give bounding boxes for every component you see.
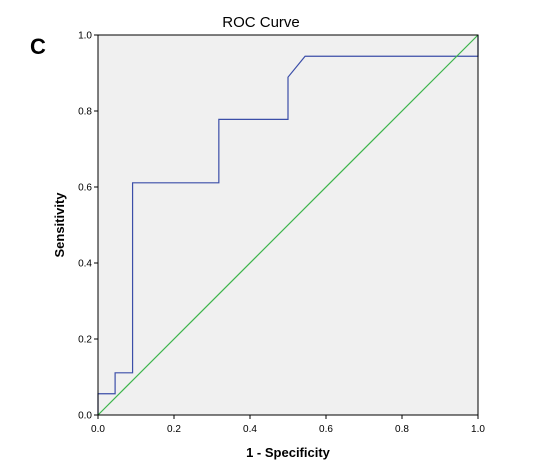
x-tick-label: 1.0 [471, 424, 485, 435]
x-tick-label: 0.6 [319, 424, 333, 435]
y-tick-label: 0.6 [78, 183, 92, 194]
y-tick-label: 0.8 [78, 107, 92, 118]
x-axis-ticks: 0.0 0.2 0.4 0.6 0.8 1.0 [91, 415, 485, 435]
y-axis-label: Sensitivity [52, 192, 67, 258]
series-layer [97, 34, 479, 416]
roc-curve-line [97, 35, 479, 415]
chart-title: ROC Curve [222, 14, 300, 31]
y-tick-label: 1.0 [78, 31, 92, 42]
x-tick-label: 0.8 [395, 424, 409, 435]
x-axis-label: 1 - Specificity [246, 445, 331, 460]
reference-diagonal-line [97, 34, 479, 416]
x-tick-label: 0.4 [243, 424, 257, 435]
panel-label: C [30, 34, 46, 59]
y-tick-label: 0.4 [78, 259, 92, 270]
plot-frame [97, 34, 479, 416]
x-tick-label: 0.2 [167, 424, 181, 435]
y-axis-ticks: 0.0 0.2 0.4 0.6 0.8 1.0 [78, 31, 98, 422]
y-tick-label: 0.2 [78, 335, 92, 346]
y-tick-label: 0.0 [78, 411, 92, 422]
x-tick-label: 0.0 [91, 424, 105, 435]
